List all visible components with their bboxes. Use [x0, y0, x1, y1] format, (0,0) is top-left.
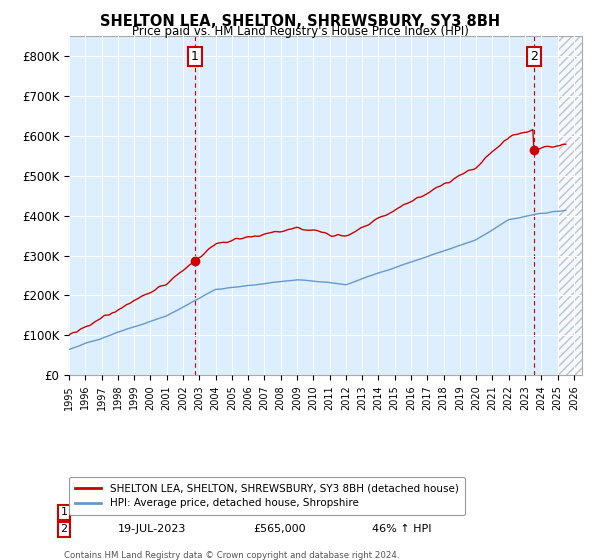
Text: Price paid vs. HM Land Registry's House Price Index (HPI): Price paid vs. HM Land Registry's House … [131, 25, 469, 38]
Text: 2: 2 [530, 50, 538, 63]
Bar [557, 36, 582, 375]
Text: 19-JUL-2023: 19-JUL-2023 [118, 524, 186, 534]
Text: 1: 1 [191, 50, 199, 63]
Text: Contains HM Land Registry data © Crown copyright and database right 2024.
This d: Contains HM Land Registry data © Crown c… [64, 552, 400, 560]
Text: 1: 1 [61, 507, 67, 517]
Text: £565,000: £565,000 [254, 524, 307, 534]
Text: 70% ↑ HPI: 70% ↑ HPI [371, 507, 431, 517]
Text: £286,500: £286,500 [254, 507, 307, 517]
Legend: SHELTON LEA, SHELTON, SHREWSBURY, SY3 8BH (detached house), HPI: Average price, : SHELTON LEA, SHELTON, SHREWSBURY, SY3 8B… [69, 477, 465, 515]
Text: 46% ↑ HPI: 46% ↑ HPI [371, 524, 431, 534]
Text: 2: 2 [61, 524, 67, 534]
Text: 13-SEP-2002: 13-SEP-2002 [118, 507, 188, 517]
Text: SHELTON LEA, SHELTON, SHREWSBURY, SY3 8BH: SHELTON LEA, SHELTON, SHREWSBURY, SY3 8B… [100, 14, 500, 29]
